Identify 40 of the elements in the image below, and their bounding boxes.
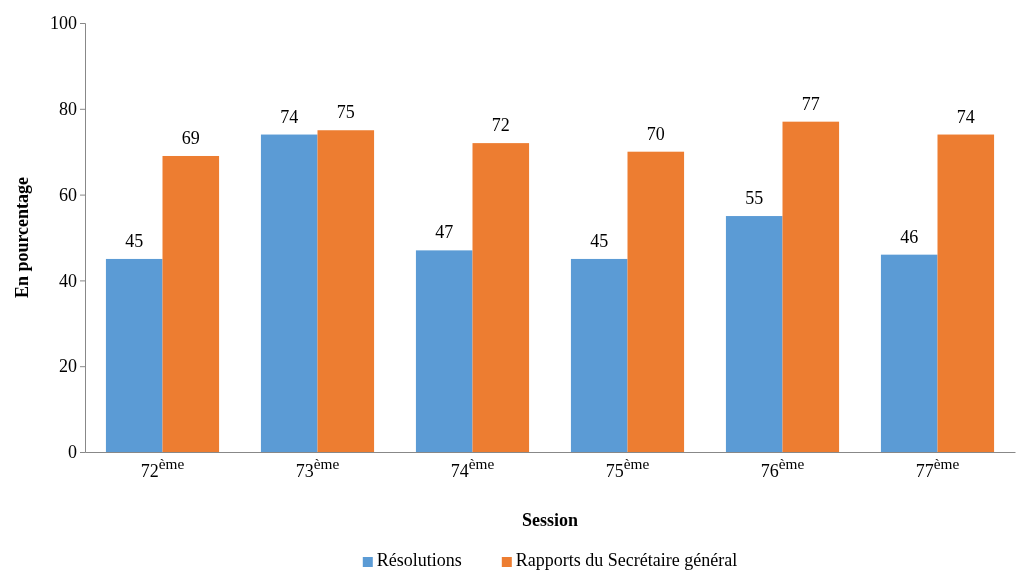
- legend-label: Rapports du Secrétaire général: [515, 550, 738, 570]
- bar: [570, 258, 628, 452]
- data-label: 47: [435, 222, 454, 243]
- data-label: 70: [646, 123, 665, 144]
- x-tick-label: 75$^{ème}$: [605, 454, 650, 481]
- y-tick-label: 0: [68, 442, 77, 463]
- x-tick-label: 73$^{ème}$: [295, 454, 340, 481]
- y-tick-label: 60: [59, 184, 77, 205]
- bar: [260, 134, 318, 452]
- bar: [162, 155, 220, 452]
- bar: [317, 130, 375, 452]
- data-label: 45: [590, 230, 609, 251]
- data-label: 55: [745, 188, 764, 209]
- y-tick-label: 100: [50, 13, 77, 34]
- data-label: 69: [181, 127, 200, 148]
- bar: [105, 258, 163, 452]
- y-tick-label: 80: [59, 99, 77, 120]
- bar: [725, 216, 783, 452]
- bar: [782, 121, 840, 452]
- x-tick-label: 74$^{ème}$: [450, 454, 495, 481]
- bar: [472, 143, 530, 452]
- data-label: 75: [336, 102, 355, 123]
- x-tick-label: 76$^{ème}$: [760, 454, 805, 481]
- data-label: 74: [280, 106, 299, 127]
- y-axis-title: En pourcentage: [12, 176, 32, 299]
- y-tick-label: 40: [59, 270, 77, 291]
- data-label: 74: [956, 106, 975, 127]
- x-tick-label: 72$^{ème}$: [140, 454, 185, 481]
- x-tick-label: 77$^{ème}$: [915, 454, 960, 481]
- x-axis-title: Session: [521, 510, 579, 530]
- legend-label: Résolutions: [376, 550, 462, 570]
- bar: [880, 254, 938, 452]
- bar: [937, 134, 995, 452]
- y-tick-label: 20: [59, 356, 77, 377]
- bar: [627, 151, 685, 452]
- data-label: 46: [900, 226, 919, 247]
- bar: [415, 250, 473, 452]
- data-label: 45: [125, 230, 144, 251]
- data-label: 72: [491, 115, 510, 136]
- data-label: 77: [801, 93, 820, 114]
